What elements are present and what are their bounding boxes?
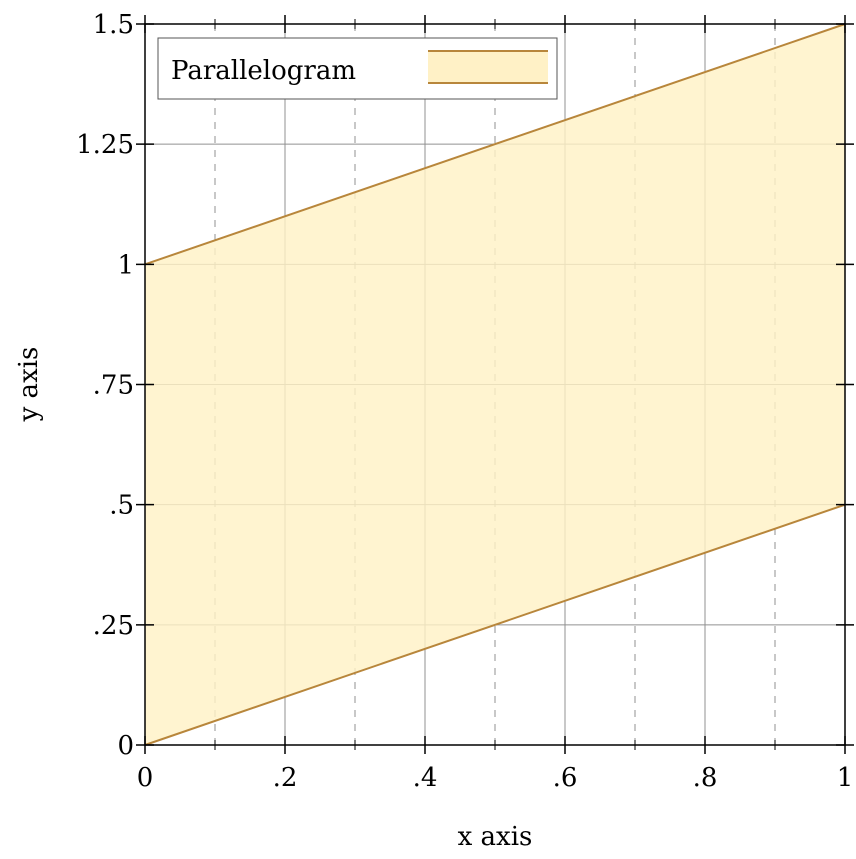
y-tick-label: .25	[93, 611, 134, 641]
y-axis-title: y axis	[14, 347, 44, 423]
x-tick-label: .8	[693, 763, 718, 793]
x-tick-label: .2	[273, 763, 298, 793]
x-tick-label: 1	[837, 763, 854, 793]
y-tick-label: .75	[93, 371, 134, 401]
y-tick-label: 1.5	[93, 10, 134, 40]
tick-layer: 0 .2 .4 .6 .8 1 0 .25 .5 .75 1 1.25 1.5	[76, 10, 854, 793]
x-tick-label: 0	[137, 763, 154, 793]
series-area-fill	[145, 24, 845, 745]
x-tick-label: .6	[553, 763, 578, 793]
x-axis-title: x axis	[458, 822, 533, 852]
legend-swatch-fill	[428, 51, 548, 83]
series-upper-line	[144, 23, 846, 266]
series-lower-line	[144, 503, 846, 746]
y-tick-label: 1	[117, 250, 134, 280]
y-tick-label: 0	[117, 731, 134, 761]
y-tick-label: 1.25	[76, 130, 134, 160]
series-layer	[144, 23, 846, 746]
legend: Parallelogram	[157, 37, 558, 100]
legend-label: Parallelogram	[171, 56, 356, 86]
x-tick-label: .4	[413, 763, 438, 793]
y-tick-label: .5	[109, 491, 134, 521]
